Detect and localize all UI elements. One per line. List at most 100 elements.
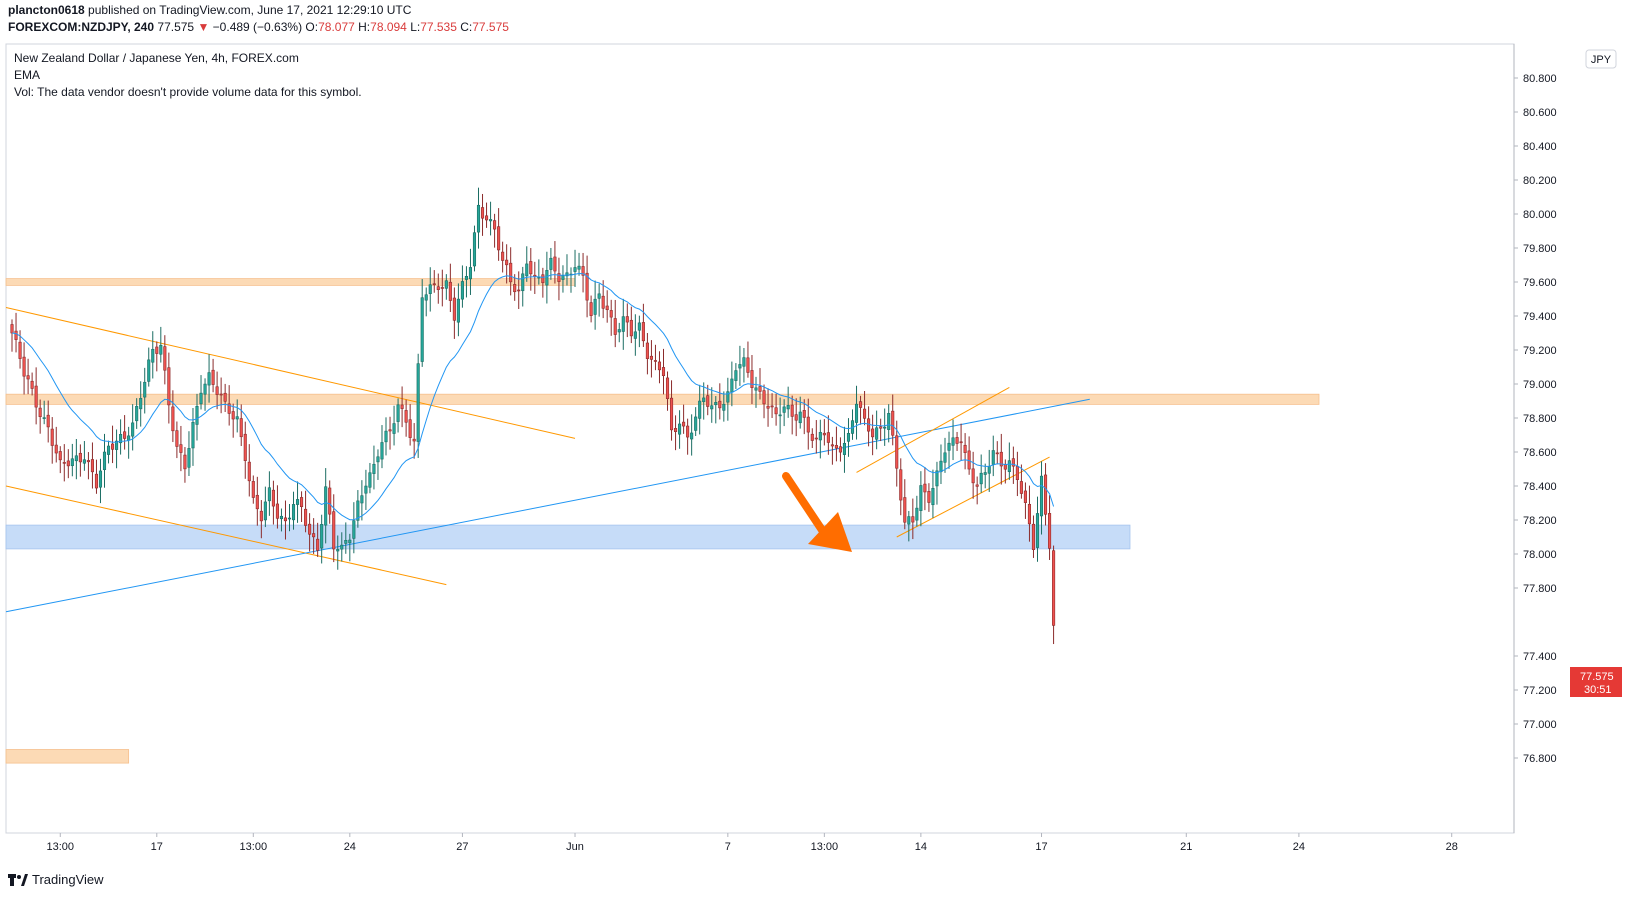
candle-body — [637, 322, 641, 331]
candle-body — [135, 406, 139, 422]
price-tick-label: 79.800 — [1523, 243, 1557, 255]
candle-body — [344, 540, 348, 544]
candle-body — [846, 433, 851, 442]
candle-body — [517, 289, 521, 292]
candle-body — [601, 295, 605, 309]
time-tick-label: 21 — [1180, 841, 1192, 853]
price-tick-label: 77.000 — [1523, 719, 1557, 731]
candle-body — [907, 516, 911, 525]
candle-body — [883, 426, 887, 429]
candle-body — [211, 369, 215, 385]
candle-body — [263, 501, 267, 521]
orange-trendline — [5, 307, 576, 439]
price-axis[interactable]: 80.800 80.600 80.400 80.200 80.000 79.800 79.6… — [1514, 73, 1557, 765]
candle-body — [915, 507, 919, 521]
footer-brand[interactable]: TradingView — [8, 872, 104, 887]
candle-body — [38, 407, 42, 418]
candle-body — [931, 488, 935, 506]
candle-body — [573, 267, 577, 272]
candle-body — [400, 404, 404, 409]
candle-body — [979, 472, 983, 485]
price-tick-label: 77.400 — [1523, 651, 1557, 663]
price-tick-label: 80.600 — [1523, 107, 1557, 119]
orange-zone — [5, 749, 130, 764]
candle-body — [1027, 503, 1031, 525]
time-tick-label: 14 — [915, 841, 927, 853]
price-tick-label: 78.600 — [1523, 447, 1557, 459]
candle-body — [90, 459, 94, 473]
candle-body — [609, 310, 613, 318]
candle-body — [408, 419, 412, 438]
candle-body — [859, 401, 863, 408]
price-tick-label: 79.400 — [1523, 311, 1557, 323]
candle-body — [151, 348, 155, 363]
candle-body — [661, 367, 666, 377]
author-name[interactable]: plancton0618 — [8, 3, 85, 17]
candle-body — [593, 298, 597, 315]
candle-body — [879, 426, 883, 429]
price-tick-label: 78.000 — [1523, 549, 1557, 561]
footer-brand-text: TradingView — [32, 872, 104, 887]
candle-body — [682, 421, 686, 427]
candle-body — [947, 442, 951, 451]
candle-body — [50, 428, 54, 446]
candle-body — [424, 294, 428, 301]
candle-body — [1019, 481, 1023, 494]
candle-body — [328, 487, 332, 515]
currency-label-box[interactable]: JPY — [1585, 49, 1617, 69]
candle-body — [698, 400, 702, 419]
candle-body — [412, 438, 416, 442]
time-axis[interactable]: 13:00 17 13:00 24 27 Jun 7 13:00 14 17 21 24 28 — [47, 833, 1458, 853]
candle-body — [951, 437, 955, 446]
candle-body — [472, 232, 477, 267]
candle-body — [291, 504, 296, 521]
candle-body — [62, 462, 66, 464]
candle-body — [78, 452, 82, 463]
candle-body — [489, 219, 493, 222]
legend-ema: EMA — [14, 68, 41, 82]
candle-body — [766, 405, 770, 409]
candle-body — [581, 266, 585, 276]
candle-body — [710, 405, 714, 410]
candle-body — [376, 456, 380, 463]
candle-body — [70, 458, 74, 467]
candle-body — [577, 265, 581, 270]
last-price-badge-bg — [1570, 667, 1622, 697]
candle-body — [223, 392, 227, 402]
candle-body — [340, 544, 344, 550]
price-tick-label: 77.800 — [1523, 583, 1557, 595]
candle-body — [991, 450, 995, 465]
candle-body — [617, 329, 621, 333]
candle-body — [605, 305, 609, 311]
candle-body — [726, 391, 730, 403]
time-tick-label: 13:00 — [811, 841, 839, 853]
candle-body — [380, 442, 384, 460]
candle-body — [436, 286, 440, 290]
candle-body — [730, 378, 734, 393]
candle-body — [372, 463, 376, 474]
candle-body — [143, 381, 147, 398]
price-tick-label: 79.600 — [1523, 277, 1557, 289]
candle-body — [746, 357, 750, 373]
high-label: H: — [358, 20, 371, 34]
time-tick-label: Jun — [566, 841, 584, 853]
candle-body — [388, 429, 392, 432]
candle-body — [790, 404, 794, 417]
candle-body — [111, 443, 115, 450]
candle-body — [842, 442, 847, 455]
candle-body — [215, 386, 219, 395]
candle-body — [295, 499, 300, 505]
price-tick-label: 77.200 — [1523, 685, 1557, 697]
candle-body — [810, 433, 814, 441]
candle-body — [597, 293, 601, 299]
candle-body — [822, 432, 826, 436]
chart-legend: New Zealand Dollar / Japanese Yen, 4h, F… — [14, 50, 362, 101]
candle-body — [927, 491, 931, 503]
candle-body — [585, 272, 589, 301]
candle-body — [871, 428, 875, 438]
candle-body — [686, 425, 690, 438]
candle-body — [360, 495, 364, 504]
candle-body — [10, 324, 14, 334]
candle-body — [742, 357, 746, 367]
